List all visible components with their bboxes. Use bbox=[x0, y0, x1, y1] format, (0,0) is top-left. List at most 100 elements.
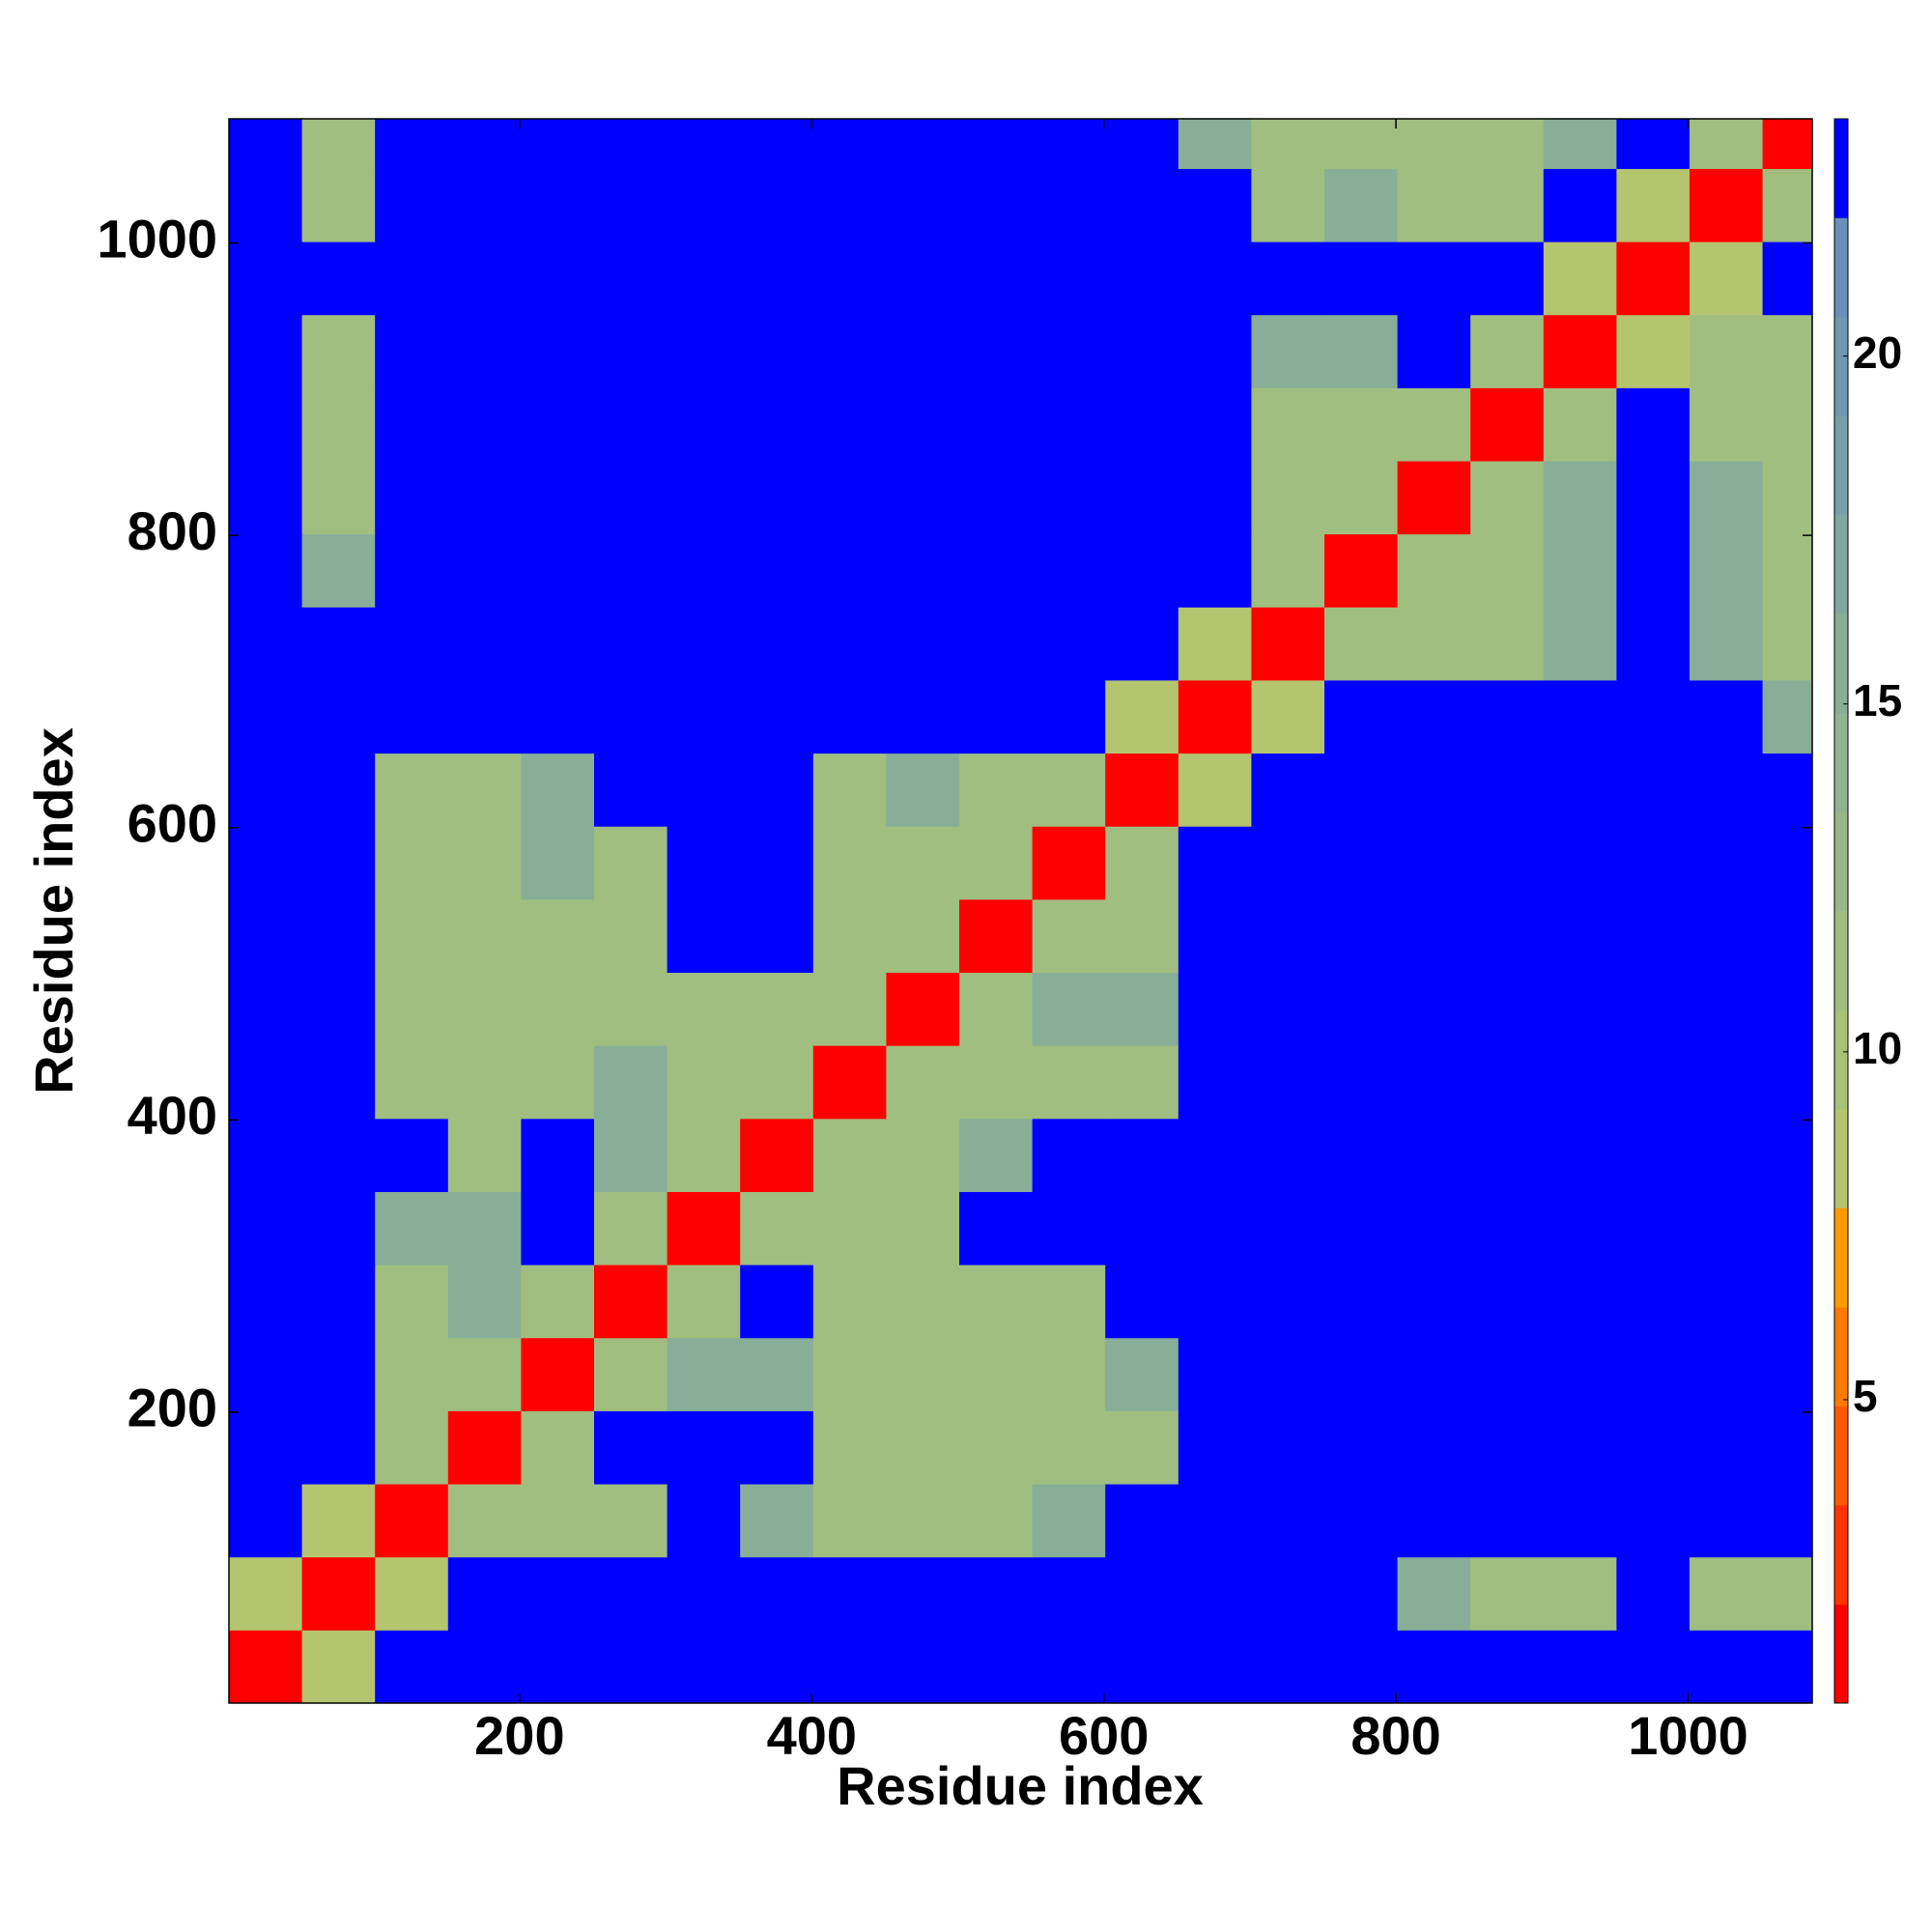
heatmap-cell bbox=[1470, 242, 1545, 316]
heatmap-cell bbox=[375, 1337, 449, 1411]
heatmap-cell bbox=[812, 607, 887, 681]
heatmap-cell bbox=[1397, 826, 1471, 900]
heatmap-cell bbox=[1323, 533, 1399, 608]
heatmap-cell bbox=[1543, 1410, 1617, 1485]
heatmap-cell bbox=[447, 679, 522, 754]
heatmap-cell bbox=[1251, 533, 1325, 608]
heatmap-cell bbox=[1251, 242, 1325, 316]
colorbar-band bbox=[1834, 1604, 1848, 1704]
heatmap-cell bbox=[1323, 898, 1399, 974]
heatmap-cell bbox=[1470, 1484, 1545, 1558]
heatmap-cell bbox=[667, 607, 741, 681]
heatmap-cell bbox=[229, 1045, 303, 1120]
heatmap-cell bbox=[1762, 242, 1813, 316]
heatmap-cell bbox=[1616, 1410, 1690, 1485]
heatmap-cell bbox=[229, 972, 303, 1046]
heatmap-cell bbox=[740, 242, 814, 316]
heatmap-cell bbox=[1616, 1337, 1690, 1411]
heatmap-cell bbox=[229, 119, 303, 169]
y-tick-label: 600 bbox=[128, 793, 217, 854]
heatmap-cell bbox=[1251, 314, 1325, 388]
heatmap-cell bbox=[1689, 242, 1764, 316]
heatmap-cell bbox=[301, 533, 376, 608]
heatmap-cell bbox=[667, 533, 741, 608]
colorbar-band bbox=[1834, 1208, 1848, 1308]
heatmap-cell bbox=[1543, 753, 1617, 827]
heatmap-cell bbox=[1616, 119, 1690, 169]
heatmap-cell bbox=[667, 1630, 741, 1704]
heatmap-cell bbox=[1616, 1484, 1690, 1558]
heatmap-cell bbox=[1032, 1337, 1106, 1411]
heatmap-cell bbox=[886, 1484, 960, 1558]
heatmap-cell bbox=[1032, 1118, 1106, 1192]
heatmap-cell bbox=[1178, 1410, 1252, 1485]
heatmap-cell bbox=[958, 1630, 1034, 1704]
heatmap-cell bbox=[1616, 1264, 1690, 1339]
heatmap-cell bbox=[521, 607, 595, 681]
heatmap-cell bbox=[886, 242, 960, 316]
heatmap-cell bbox=[1689, 533, 1764, 608]
heatmap-cell bbox=[447, 387, 522, 462]
heatmap-cell bbox=[740, 753, 814, 827]
heatmap-cell bbox=[1397, 242, 1471, 316]
heatmap-cell bbox=[447, 119, 522, 169]
heatmap-cell bbox=[812, 1264, 887, 1339]
heatmap-cell bbox=[1251, 1264, 1325, 1339]
heatmap-cell bbox=[1543, 1556, 1617, 1631]
heatmap-cell bbox=[301, 898, 376, 974]
heatmap-cell bbox=[447, 1556, 522, 1631]
heatmap-cell bbox=[593, 119, 668, 169]
heatmap-cell bbox=[447, 1630, 522, 1704]
heatmap-cell bbox=[1178, 461, 1252, 535]
heatmap-cell bbox=[1543, 387, 1617, 462]
colorbar-band bbox=[1834, 316, 1848, 417]
heatmap-cell bbox=[1543, 168, 1617, 242]
heatmap-cell bbox=[447, 753, 522, 827]
heatmap-cell bbox=[229, 1630, 303, 1704]
heatmap-cell bbox=[375, 898, 449, 974]
heatmap-cell bbox=[447, 461, 522, 535]
heatmap-cell bbox=[812, 168, 887, 242]
heatmap-cell bbox=[521, 1556, 595, 1631]
heatmap-cell bbox=[301, 1630, 376, 1704]
heatmap-cell bbox=[301, 679, 376, 754]
colorbar-tick-label: 10 bbox=[1853, 1023, 1902, 1073]
heatmap-cell bbox=[1323, 607, 1399, 681]
heatmap-cell bbox=[1105, 1410, 1179, 1485]
heatmap-cell bbox=[667, 1556, 741, 1631]
heatmap-cell bbox=[301, 1410, 376, 1485]
heatmap-cell bbox=[301, 1484, 376, 1558]
heatmap-cell bbox=[375, 1264, 449, 1339]
heatmap-cell bbox=[740, 119, 814, 169]
heatmap-cell bbox=[1543, 1045, 1617, 1120]
heatmap-cell bbox=[1032, 1264, 1106, 1339]
heatmap-cell bbox=[593, 533, 668, 608]
heatmap-cell bbox=[301, 607, 376, 681]
heatmap-cell bbox=[886, 607, 960, 681]
colorbar-band bbox=[1834, 514, 1848, 614]
heatmap-cell bbox=[1689, 168, 1764, 242]
heatmap-cell bbox=[1323, 1630, 1399, 1704]
heatmap-cell bbox=[1105, 119, 1179, 169]
heatmap-cell bbox=[301, 387, 376, 462]
heatmap-cell bbox=[301, 1264, 376, 1339]
heatmap-cell bbox=[593, 1337, 668, 1411]
heatmap-cell bbox=[1543, 607, 1617, 681]
heatmap-cell bbox=[1470, 972, 1545, 1046]
heatmap-cell bbox=[1323, 972, 1399, 1046]
heatmap-cell bbox=[521, 242, 595, 316]
heatmap-cell bbox=[740, 461, 814, 535]
colorbar-band bbox=[1834, 1009, 1848, 1110]
heatmap-cell bbox=[812, 1337, 887, 1411]
heatmap-cell bbox=[375, 972, 449, 1046]
heatmap-cell bbox=[1762, 1118, 1813, 1192]
heatmap-cell bbox=[375, 1045, 449, 1120]
heatmap-cell bbox=[1178, 1556, 1252, 1631]
heatmap-cell bbox=[1543, 461, 1617, 535]
heatmap-cell bbox=[1178, 314, 1252, 388]
heatmap-cell bbox=[1105, 1484, 1179, 1558]
heatmap-cell bbox=[958, 1045, 1034, 1120]
heatmap-cell bbox=[447, 168, 522, 242]
heatmap-cell bbox=[1470, 679, 1545, 754]
heatmap-cell bbox=[1251, 1556, 1325, 1631]
